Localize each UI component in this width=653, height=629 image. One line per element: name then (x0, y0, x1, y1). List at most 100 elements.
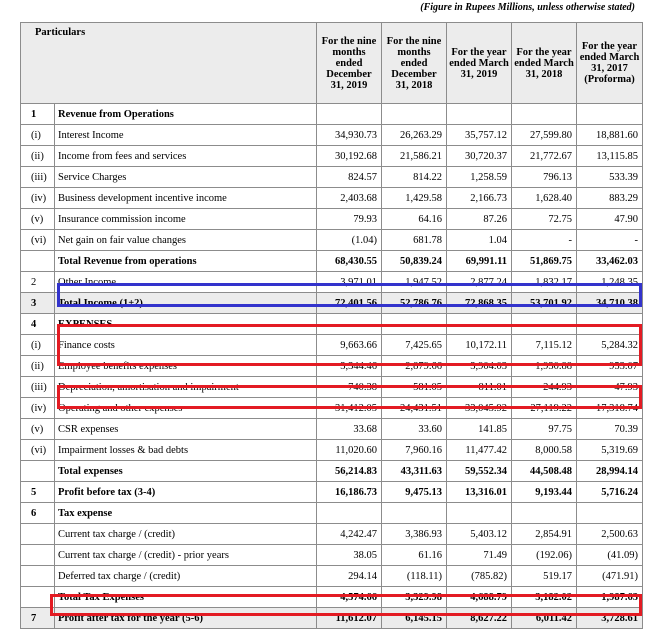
row-value: 294.14 (316, 565, 382, 587)
row-value: 34,930.73 (316, 124, 382, 146)
row-value (316, 103, 382, 125)
row-value: 7,960.16 (381, 439, 447, 461)
table-row: Deferred tax charge / (credit) 294.14 (118… (20, 565, 643, 587)
row-value: (192.06) (511, 544, 577, 566)
row-value: 2,877.24 (446, 271, 512, 293)
row-value: 59,552.34 (446, 460, 512, 482)
row-value: 33.68 (316, 418, 382, 440)
row-value: 11,612.07 (316, 607, 382, 629)
row-value (381, 103, 447, 125)
row-number: (vi) (20, 229, 55, 251)
row-number: (i) (20, 334, 55, 356)
row-value: 1,930.88 (511, 355, 577, 377)
row-value: (41.09) (576, 544, 643, 566)
row-number: (iii) (20, 376, 55, 398)
row-value: 43,311.63 (381, 460, 447, 482)
row-value: 97.75 (511, 418, 577, 440)
row-value: 533.39 (576, 166, 643, 188)
row-value: 8,627.22 (446, 607, 512, 629)
header-column: For the year ended March 31, 2018 (511, 22, 577, 104)
row-value (511, 502, 577, 524)
row-value: (1.04) (316, 229, 382, 251)
row-value: 8,000.58 (511, 439, 577, 461)
row-value: 1,832.17 (511, 271, 577, 293)
row-value (511, 103, 577, 125)
table-row: 1 Revenue from Operations (20, 103, 643, 125)
row-value: 9,475.13 (381, 481, 447, 503)
row-value: (118.11) (381, 565, 447, 587)
row-number (20, 523, 55, 545)
row-value: 70.39 (576, 418, 643, 440)
row-value: 681.78 (381, 229, 447, 251)
row-number: 7 (20, 607, 55, 629)
row-label: EXPENSES (54, 313, 317, 335)
row-value: 72,868.35 (446, 292, 512, 314)
row-value: 5,284.32 (576, 334, 643, 356)
row-value: 796.13 (511, 166, 577, 188)
row-label: Revenue from Operations (54, 103, 317, 125)
row-number: (ii) (20, 355, 55, 377)
row-value: 811.01 (446, 376, 512, 398)
table-row: Total Revenue from operations 68,430.55 50… (20, 250, 643, 272)
row-number: (vi) (20, 439, 55, 461)
row-number: (iv) (20, 187, 55, 209)
header-particulars: Particulars (20, 22, 317, 104)
table-row: Current tax charge / (credit) - prior ye… (20, 544, 643, 566)
row-label: Depreciation, amortisation and impairmen… (54, 376, 317, 398)
table-row: (iii) Service Charges 824.57 814.22 1,258.59… (20, 166, 643, 188)
row-value: 13,316.01 (446, 481, 512, 503)
row-number: 4 (20, 313, 55, 335)
table-row: 6 Tax expense (20, 502, 643, 524)
table-row: (i) Interest Income 34,930.73 26,263.29 35,7… (20, 124, 643, 146)
table-row: 4 EXPENSES (20, 313, 643, 335)
row-value: 72,401.56 (316, 292, 382, 314)
row-value: 7,115.12 (511, 334, 577, 356)
table-row: (ii) Employee benefits expenses 3,344.46 2,… (20, 355, 643, 377)
row-value: 13,115.85 (576, 145, 643, 167)
row-label: Finance costs (54, 334, 317, 356)
row-number: (i) (20, 124, 55, 146)
table-row: Total Tax Expenses 4,574.66 3,329.98 4,688.… (20, 586, 643, 608)
row-number: (v) (20, 418, 55, 440)
row-value: 31,412.05 (316, 397, 382, 419)
header-row: Particulars For the nine months ended De… (20, 22, 643, 104)
row-value (511, 313, 577, 335)
table-row: (iv) Operating and other expenses 31,412.0… (20, 397, 643, 419)
row-label: Other Income (54, 271, 317, 293)
row-value: 4,688.79 (446, 586, 512, 608)
row-value: 79.93 (316, 208, 382, 230)
row-value: 69,991.11 (446, 250, 512, 272)
table-row: (iv) Business development incentive incom… (20, 187, 643, 209)
row-value: 6,011.42 (511, 607, 577, 629)
row-value (576, 502, 643, 524)
row-label: Impairment losses & bad debts (54, 439, 317, 461)
table-row: (vi) Impairment losses & bad debts 11,020.… (20, 439, 643, 461)
row-label: Business development incentive income (54, 187, 317, 209)
row-number: 2 (20, 271, 55, 293)
row-value: 2,403.68 (316, 187, 382, 209)
row-value: 50,839.24 (381, 250, 447, 272)
table-row: (i) Finance costs 9,663.66 7,425.65 10,172.1… (20, 334, 643, 356)
row-value: 53,701.92 (511, 292, 577, 314)
row-value: 3,904.03 (446, 355, 512, 377)
table-row: (ii) Income from fees and services 30,192.… (20, 145, 643, 167)
row-value: 72.75 (511, 208, 577, 230)
row-value: 21,586.21 (381, 145, 447, 167)
table-row: 7 Profit after tax for the year (5-6) 11,6… (20, 607, 643, 629)
row-value: 71.49 (446, 544, 512, 566)
row-value: 11,020.60 (316, 439, 382, 461)
header-column: For the nine months ended December 31, 2… (316, 22, 382, 104)
row-label: CSR expenses (54, 418, 317, 440)
row-label: Employee benefits expenses (54, 355, 317, 377)
row-value: 9,663.66 (316, 334, 382, 356)
table-row: Current tax charge / (credit) 4,242.47 3,3… (20, 523, 643, 545)
row-value: 4,574.66 (316, 586, 382, 608)
row-value: 6,145.15 (381, 607, 447, 629)
row-value: (785.82) (446, 565, 512, 587)
row-label: Current tax charge / (credit) (54, 523, 317, 545)
row-value: 814.22 (381, 166, 447, 188)
row-value: 141.85 (446, 418, 512, 440)
table-row: 2 Other Income 3,971.01 1,947.52 2,877.24 1,8… (20, 271, 643, 293)
row-value: 1,987.63 (576, 586, 643, 608)
row-number (20, 565, 55, 587)
